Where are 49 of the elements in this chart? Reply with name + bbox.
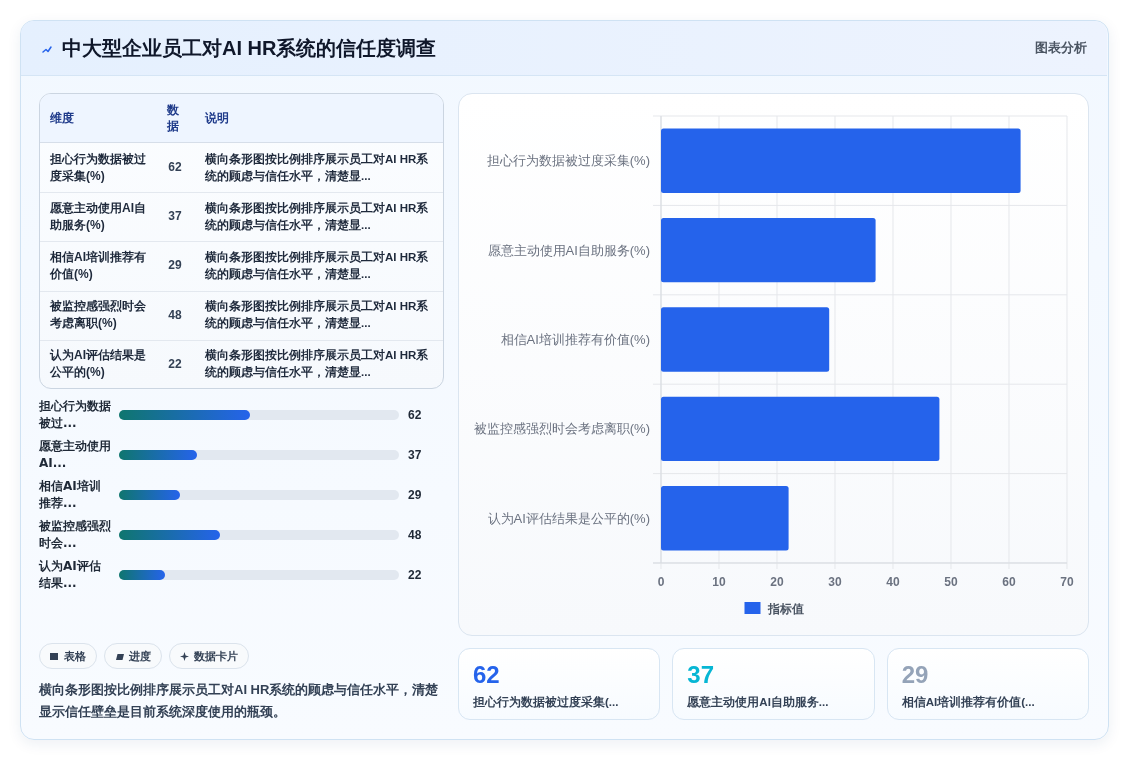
text: 表格 [64,650,86,662]
y-tick-label: 被监控感强烈时会考虑离职(%) [473,421,650,437]
text: 横向条形图按比例排序展示员工对AI HR系统的顾虑与信任水平，清楚显示信任壁垒是目前系统深度使用的瓶颈。 [39,681,440,721]
category-label: 愿意主动使用AI自助服务... [687,694,829,710]
data-label: 37 [408,447,422,463]
text: 横向条形图按比例排序展示员工对AI HR系统的顾虑与信任水平，清楚显... [205,200,430,233]
text: 说明 [205,110,229,126]
data-label: 22 [408,567,422,583]
text: 横向条形图按比例排序展示员工对AI HR系统的顾虑与信任水平，清楚显... [205,249,430,282]
data-label: 29 [167,257,183,275]
y-tick-label: 相信AI培训推荐... [39,478,102,512]
data-label: 22 [167,355,183,373]
data-label: 62 [167,159,183,176]
x-tick-label: 30 [828,575,842,589]
x-tick-label: 50 [944,575,958,589]
x-tick-label: 70 [1060,575,1074,589]
text: 横向条形图按比例排序展示员工对AI HR系统的顾虑与信任水平，清楚显... [205,151,430,184]
legend-label: 指标值 [766,602,804,616]
text: 横向条形图按比例排序展示员工对AI HR系统的顾虑与信任水平，清楚显... [205,298,430,332]
data-label: 37 [687,661,715,689]
category-label: 担心行为数据被过度采集(... [473,694,619,710]
data-label: 62 [408,407,422,423]
text: 数据 [167,102,180,134]
x-tick-label: 60 [1002,575,1016,589]
data-label: 29 [901,661,929,689]
y-tick-label: 愿意主动使用AI... [39,438,112,472]
y-tick-label: 相信AI培训推荐有价值(%) [500,332,650,347]
y-tick-label: 被监控感强烈时会... [39,518,112,552]
data-label: 48 [408,527,422,543]
text: 中大型企业员工对AI HR系统的信任度调查 [62,36,437,61]
x-tick-label: 40 [886,575,900,589]
y-tick-label: 愿意主动使用AI自助服务(%) [487,242,650,258]
text: 维度 [50,110,74,126]
x-tick-label: 10 [712,575,726,589]
text: 数据卡片 [194,650,238,662]
y-tick-label: 担心行为数据被过度采集(%) [486,153,650,169]
x-tick-label: 0 [657,575,665,589]
text: 进度 [129,650,151,662]
x-tick-label: 20 [770,575,784,589]
data-label: 62 [473,661,500,689]
data-label: 37 [167,208,183,226]
data-label: 29 [408,487,422,503]
y-tick-label: 认为AI评估结果是公平的(%) [487,510,650,526]
text: 图表分析 [1035,40,1087,56]
category-label: 相信AI培训推荐有价值(... [901,694,1035,710]
text: 横向条形图按比例排序展示员工对AI HR系统的顾虑与信任水平，清楚显... [205,347,430,381]
y-tick-label: 担心行为数据被过... [39,398,112,432]
y-tick-label: 认为AI评估结果... [39,558,102,592]
data-label: 48 [167,306,183,324]
